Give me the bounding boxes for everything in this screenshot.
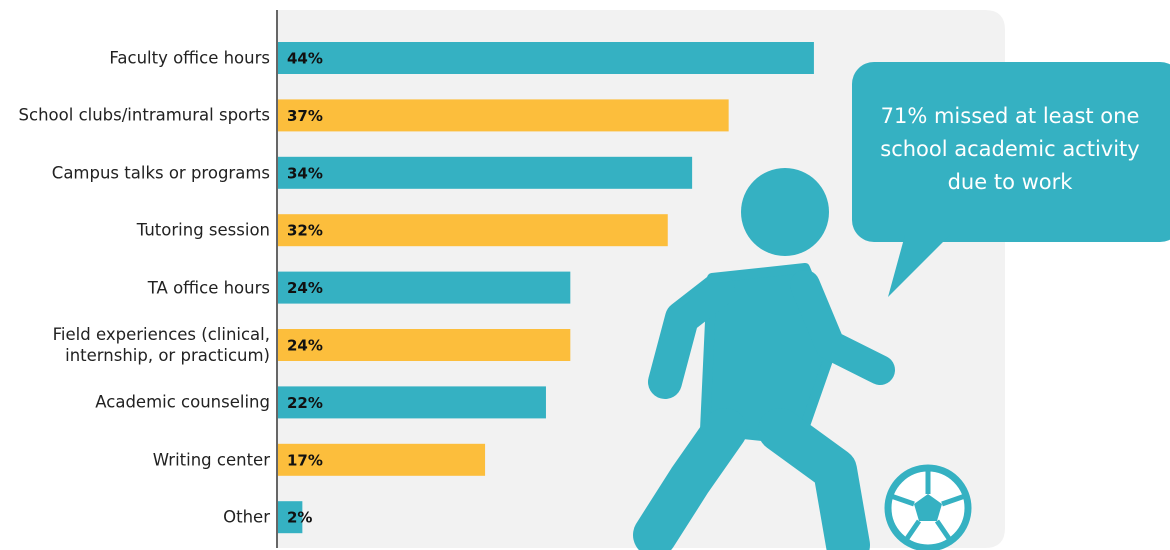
bar <box>278 99 729 132</box>
category-label: Other <box>223 507 270 527</box>
category-label: Academic counseling <box>95 392 270 412</box>
category-label: TA office hours <box>147 278 270 298</box>
value-label: 17% <box>287 451 323 469</box>
bar <box>278 271 571 304</box>
category-label: Field experiences (clinical, internship,… <box>52 325 270 365</box>
value-label: 37% <box>287 107 323 125</box>
speech-bubble <box>852 62 1170 297</box>
bars: 44% 37% 34% 32% 24% 24% 22% 17% 2% <box>278 42 814 534</box>
value-label: 2% <box>287 509 312 527</box>
category-label: School clubs/intramural sports <box>18 105 270 125</box>
category-label: Tutoring session <box>136 220 270 240</box>
bar <box>278 214 668 247</box>
value-label: 24% <box>287 337 323 355</box>
value-label: 24% <box>287 279 323 297</box>
category-label: Writing center <box>152 450 270 470</box>
person-icon <box>633 168 895 550</box>
value-label: 44% <box>287 50 323 68</box>
bar <box>278 42 814 74</box>
bar <box>278 329 571 361</box>
bar <box>278 386 546 419</box>
bar <box>278 156 693 189</box>
annotation: 71% missed at least one school academic … <box>880 104 1140 194</box>
value-label: 32% <box>287 222 323 240</box>
category-label: Faculty office hours <box>109 48 270 68</box>
bar <box>278 443 486 476</box>
category-label: Campus talks or programs <box>51 163 270 183</box>
bar <box>278 501 303 534</box>
value-label: 34% <box>287 164 323 182</box>
ball-icon <box>884 464 972 550</box>
value-label: 22% <box>287 394 323 412</box>
